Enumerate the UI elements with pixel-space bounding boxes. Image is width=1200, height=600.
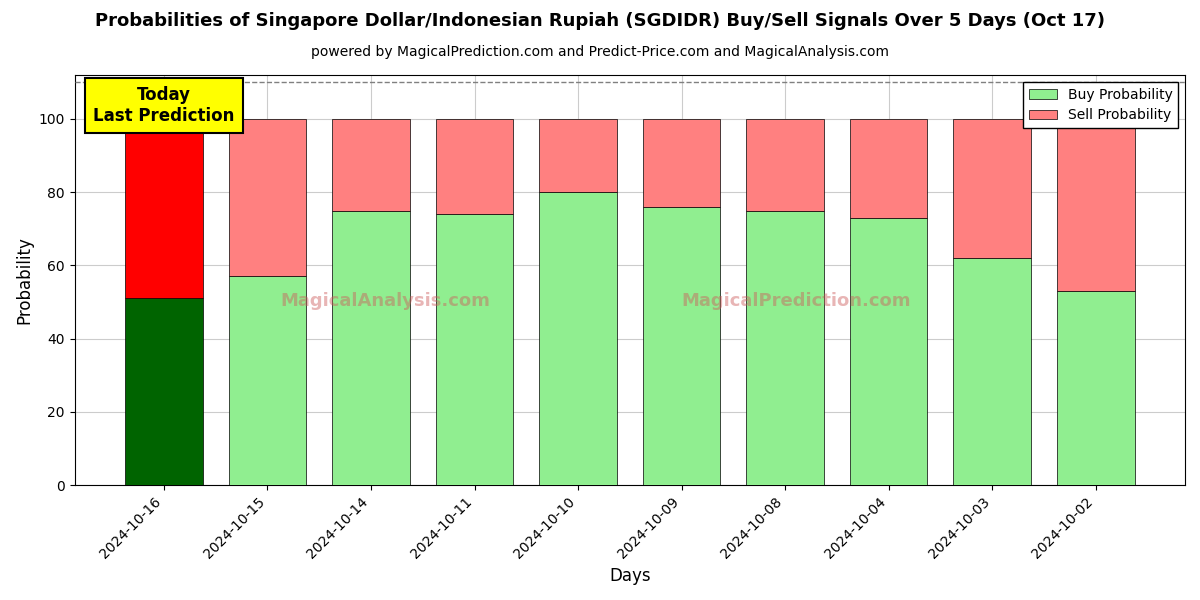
Text: powered by MagicalPrediction.com and Predict-Price.com and MagicalAnalysis.com: powered by MagicalPrediction.com and Pre… <box>311 45 889 59</box>
Legend: Buy Probability, Sell Probability: Buy Probability, Sell Probability <box>1024 82 1178 128</box>
Bar <box>1057 291 1134 485</box>
Bar <box>125 119 203 298</box>
Bar <box>125 298 203 485</box>
Text: Today
Last Prediction: Today Last Prediction <box>94 86 235 125</box>
Text: MagicalPrediction.com: MagicalPrediction.com <box>682 292 911 310</box>
Text: MagicalAnalysis.com: MagicalAnalysis.com <box>281 292 491 310</box>
Bar <box>643 119 720 207</box>
Bar <box>953 119 1031 258</box>
Bar <box>539 119 617 192</box>
Bar <box>436 119 514 214</box>
Bar <box>953 258 1031 485</box>
Y-axis label: Probability: Probability <box>16 236 34 324</box>
Bar <box>746 119 824 211</box>
X-axis label: Days: Days <box>610 567 650 585</box>
Bar <box>539 192 617 485</box>
Bar <box>850 218 928 485</box>
Bar <box>1057 119 1134 291</box>
Bar <box>746 211 824 485</box>
Text: Probabilities of Singapore Dollar/Indonesian Rupiah (SGDIDR) Buy/Sell Signals Ov: Probabilities of Singapore Dollar/Indone… <box>95 12 1105 30</box>
Bar <box>850 119 928 218</box>
Bar <box>436 214 514 485</box>
Bar <box>229 277 306 485</box>
Bar <box>643 207 720 485</box>
Bar <box>332 119 410 211</box>
Bar <box>229 119 306 277</box>
Bar <box>332 211 410 485</box>
